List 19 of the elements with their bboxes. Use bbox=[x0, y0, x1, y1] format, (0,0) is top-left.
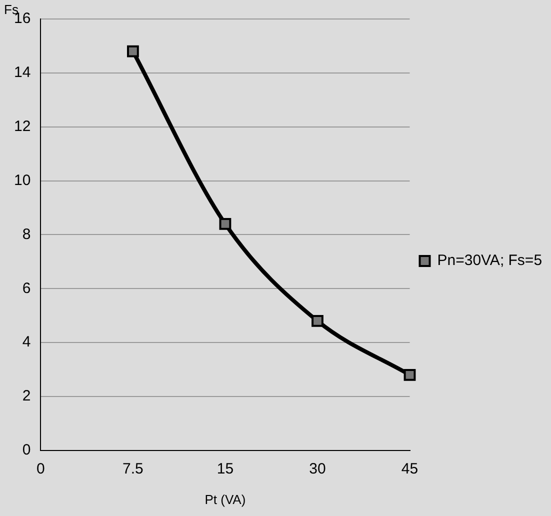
x-axis-title: Pt (VA) bbox=[204, 492, 246, 507]
x-tick-label: 7.5 bbox=[122, 460, 144, 478]
y-tick-label: 4 bbox=[22, 334, 31, 351]
point bbox=[127, 45, 139, 58]
y-tick-label: 14 bbox=[14, 64, 31, 82]
y-tick-label: 0 bbox=[22, 442, 31, 459]
point bbox=[312, 315, 324, 327]
y-tick-label: 12 bbox=[14, 118, 31, 135]
legend-label: Pn=30VA; Fs=5 bbox=[437, 252, 542, 270]
x-tick-label: 45 bbox=[401, 460, 418, 478]
x-tick-label: 30 bbox=[309, 460, 326, 478]
y-tick-label: 2 bbox=[22, 388, 31, 405]
point bbox=[219, 218, 232, 230]
y-tick-label: 6 bbox=[22, 280, 31, 297]
x-tick-label: 0 bbox=[36, 460, 45, 478]
x-tick-label: 15 bbox=[216, 460, 234, 478]
y-tick-label: 10 bbox=[14, 172, 31, 189]
point bbox=[404, 368, 416, 381]
y-tick-label: 8 bbox=[22, 226, 31, 243]
